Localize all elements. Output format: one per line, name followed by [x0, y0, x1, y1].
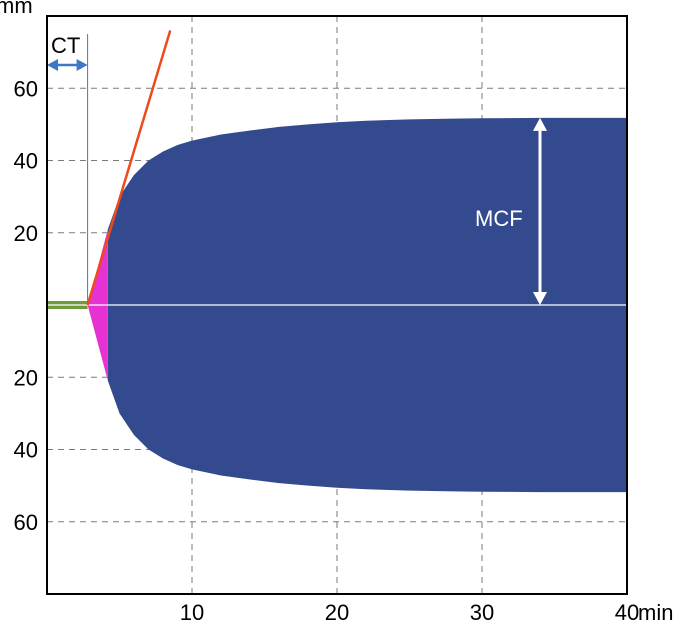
x-unit-label: min	[638, 600, 673, 625]
y-tick-label: 20	[14, 221, 38, 246]
y-tick-label: 40	[14, 149, 38, 174]
x-tick-label: 10	[180, 600, 204, 625]
plot-frame	[46, 15, 628, 595]
ct-label: CT	[51, 33, 80, 58]
x-tick-label: 20	[325, 600, 349, 625]
ct-arrow-head-right	[76, 59, 88, 71]
y-tick-label: 40	[14, 438, 38, 463]
data-lines	[47, 30, 627, 309]
y-tick-label: 20	[14, 365, 38, 390]
ct-arrow-head-left	[47, 59, 58, 71]
mcf-arrow-head-bottom	[533, 292, 547, 305]
y-unit-label: mm	[0, 0, 33, 18]
mcf-arrow-head-top	[533, 117, 547, 131]
y-tick-label: 60	[14, 510, 38, 535]
x-tick-label: 30	[470, 600, 494, 625]
tick-labels: 10 20 30 40 60 40 20 20 40 60	[14, 76, 640, 625]
plot-frame-border	[46, 15, 628, 595]
y-tick-label: 60	[14, 76, 38, 101]
x-tick-label: 40	[615, 600, 639, 625]
tangent-line	[86, 30, 172, 306]
mcf-label: MCF	[475, 206, 523, 231]
